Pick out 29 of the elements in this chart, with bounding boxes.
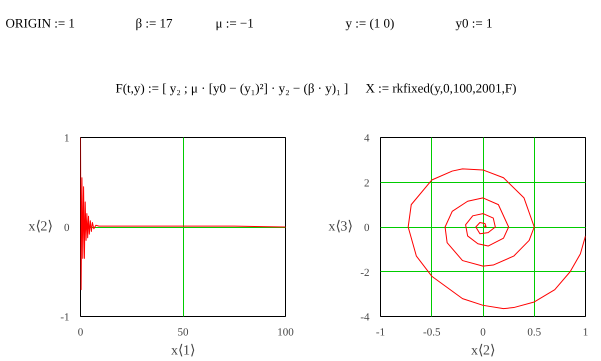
x-tick-label: -0.5 [423, 326, 441, 338]
line-series [80, 138, 286, 290]
x-axis-title: x⟨2⟩ [471, 344, 495, 358]
x-tick-label: 1 [582, 326, 588, 338]
y-tick-label: 2 [364, 177, 370, 190]
y-tick-label: 0 [64, 222, 70, 234]
text: F(t,y) := [ y₂ ; μ · [y0 − (y₁)²] · y₂ − (β · y)₁ ] [116, 80, 348, 96]
text: ORIGIN := 1 [6, 16, 75, 30]
text: X := rkfixed(y,0,100,2001,F) [366, 80, 516, 96]
x-tick-label: 0 [480, 326, 486, 338]
line-series [408, 168, 586, 310]
y-axis-title: x⟨2⟩ [28, 220, 52, 234]
x-tick-label: 0 [78, 326, 84, 338]
text: μ := −1 [216, 16, 254, 30]
x-tick-label: 50 [178, 326, 189, 338]
text: y0 := 1 [456, 16, 492, 30]
text: y := (1 0) [346, 16, 394, 30]
x-axis-title: x⟨1⟩ [171, 344, 195, 358]
y-tick-label: 0 [364, 222, 370, 234]
x-tick-label: 0.5 [527, 326, 542, 338]
y-tick-label: -4 [360, 312, 370, 324]
y-axis-title: x⟨3⟩ [328, 220, 352, 234]
x-tick-label: 100 [277, 326, 294, 338]
y-tick-label: 4 [364, 132, 370, 144]
text: β := 17 [136, 16, 174, 30]
y-tick-label: 1 [64, 132, 70, 144]
x-tick-label: -1 [376, 326, 386, 338]
y-tick-label: -1 [60, 312, 70, 324]
y-tick-label: -2 [360, 266, 370, 279]
